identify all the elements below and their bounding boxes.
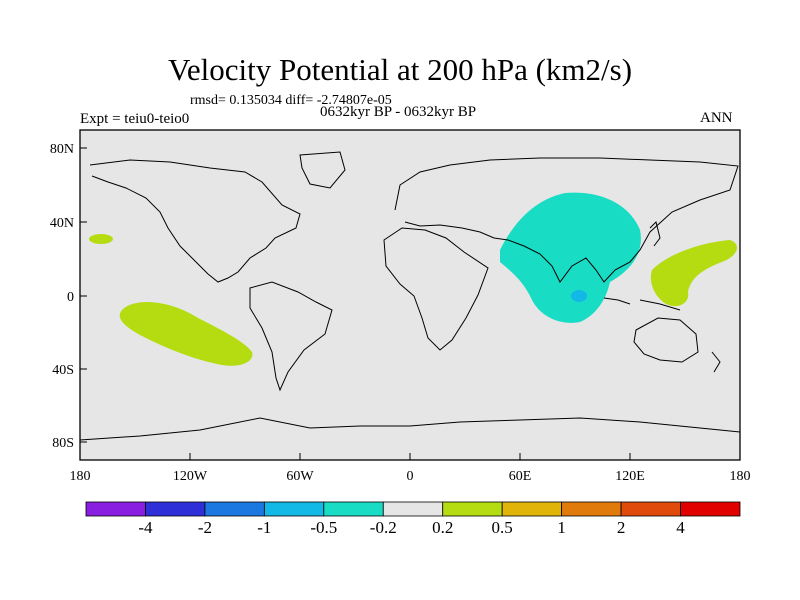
lat-tick-label: 80N: [50, 142, 74, 157]
colorbar-box: [620, 501, 681, 517]
colorbar-label: 4: [676, 518, 685, 537]
colorbar-box: [382, 501, 444, 517]
coast-south-america: [249, 281, 333, 392]
coast-africa: [383, 227, 489, 351]
colorbar-label: -0.5: [310, 518, 337, 537]
period-label: 0632kyr BP - 0632kyr BP: [320, 104, 477, 120]
experiment-label: Expt = teiu0-teio0: [80, 111, 190, 127]
colorbar-box: [501, 501, 563, 517]
colorbar-box: [323, 501, 384, 517]
coast-antarctica: [79, 417, 741, 441]
colorbar-label: -4: [138, 518, 153, 537]
ocean-background: [80, 130, 740, 460]
colorbar-label: -1: [257, 518, 271, 537]
colorbar-label: 1: [557, 518, 566, 537]
lon-tick-label: 180: [70, 469, 91, 484]
season-label: ANN: [700, 110, 733, 126]
lon-tick-label: 120W: [173, 469, 208, 484]
colorbar-box: [145, 501, 206, 517]
coast-greenland: [299, 151, 346, 189]
lon-tick-label: 0: [407, 469, 414, 484]
coastlines: [79, 151, 741, 441]
lon-tick-label: 60W: [286, 469, 314, 484]
lon-tick-label: 180: [730, 469, 751, 484]
positive-anomaly-north-pacific: [89, 234, 113, 244]
colorbar-label: 2: [617, 518, 626, 537]
positive-anomaly-west-pacific: [650, 240, 737, 307]
coast-japan: [649, 221, 661, 247]
lon-tick-label: 60E: [509, 469, 532, 484]
lat-tick-label: 40N: [50, 216, 74, 231]
colorbar-label: 0.2: [432, 518, 453, 537]
negative-anomaly-indian-ocean: [500, 192, 641, 323]
colorbar-label: -0.2: [370, 518, 397, 537]
colorbar-box: [442, 501, 503, 517]
colorbar-label: -2: [198, 518, 212, 537]
lon-tick-label: 120E: [615, 469, 645, 484]
latitude-axis: 80N 40N 0 40S 80S: [50, 142, 87, 451]
coast-maritime-continent: [603, 297, 681, 311]
colorbar-box: [85, 501, 146, 517]
plot-title: Velocity Potential at 200 hPa (km2/s): [167, 52, 633, 87]
positive-anomaly-central-pacific: [119, 302, 253, 366]
coast-new-zealand: [711, 351, 721, 373]
coast-europe-asia: [394, 157, 739, 283]
lat-tick-label: 0: [67, 290, 74, 305]
coast-australia: [633, 317, 699, 363]
colorbar-boxes: [85, 501, 741, 517]
longitude-axis: 180 120W 60W 0 60E 120E 180: [70, 453, 751, 484]
coast-north-america: [89, 159, 301, 283]
colorbar-box: [680, 501, 741, 517]
lat-tick-label: 80S: [52, 436, 74, 451]
colorbar-box: [561, 501, 622, 517]
anomaly-fills: [89, 192, 737, 366]
rmsd-diff-stats: rmsd= 0.135034 diff= -2.74807e-05: [190, 93, 392, 108]
colorbar-box: [263, 501, 325, 517]
negative-anomaly-core: [571, 290, 587, 302]
colorbar-labels: -4 -2 -1 -0.5 -0.2 0.2 0.5 1 2 4: [138, 518, 685, 537]
lat-tick-label: 40S: [52, 363, 74, 378]
colorbar-box: [204, 501, 265, 517]
colorbar-label: 0.5: [492, 518, 513, 537]
